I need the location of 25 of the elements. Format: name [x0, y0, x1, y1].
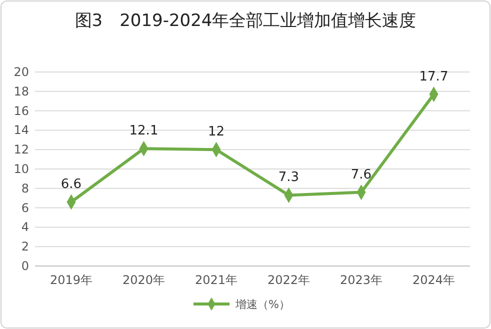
y-tick-label: 8	[21, 181, 29, 196]
y-tick-label: 10	[14, 162, 29, 176]
y-tick-label: 20	[14, 65, 29, 79]
y-tick-label: 18	[14, 84, 29, 98]
data-label: 7.6	[350, 167, 372, 182]
y-tick-label: 4	[21, 220, 29, 234]
y-tick-label: 16	[14, 104, 29, 118]
y-tick-label: 2	[21, 240, 29, 254]
data-label: 12.1	[129, 124, 158, 139]
x-tick-label: 2022年	[267, 273, 310, 287]
data-label: 6.6	[60, 176, 82, 192]
y-tick-label: 0	[21, 259, 29, 273]
y-tick-label: 6	[21, 200, 29, 215]
y-tick-label: 14	[14, 123, 29, 138]
legend-label: 增速（%）	[234, 298, 290, 311]
chart-title: 图3 2019-2024年全部工业增加值增长速度	[74, 11, 416, 31]
x-tick-label: 2019年	[50, 273, 93, 287]
y-tick-label: 12	[14, 142, 29, 157]
data-label: 7.3	[278, 170, 300, 186]
x-tick-label: 2021年	[194, 273, 238, 287]
data-label: 12	[208, 124, 225, 140]
x-tick-label: 2020年	[122, 273, 166, 287]
x-tick-label: 2024年	[412, 273, 456, 287]
data-label: 17.7	[419, 69, 448, 84]
x-tick-label: 2023年	[340, 273, 383, 287]
